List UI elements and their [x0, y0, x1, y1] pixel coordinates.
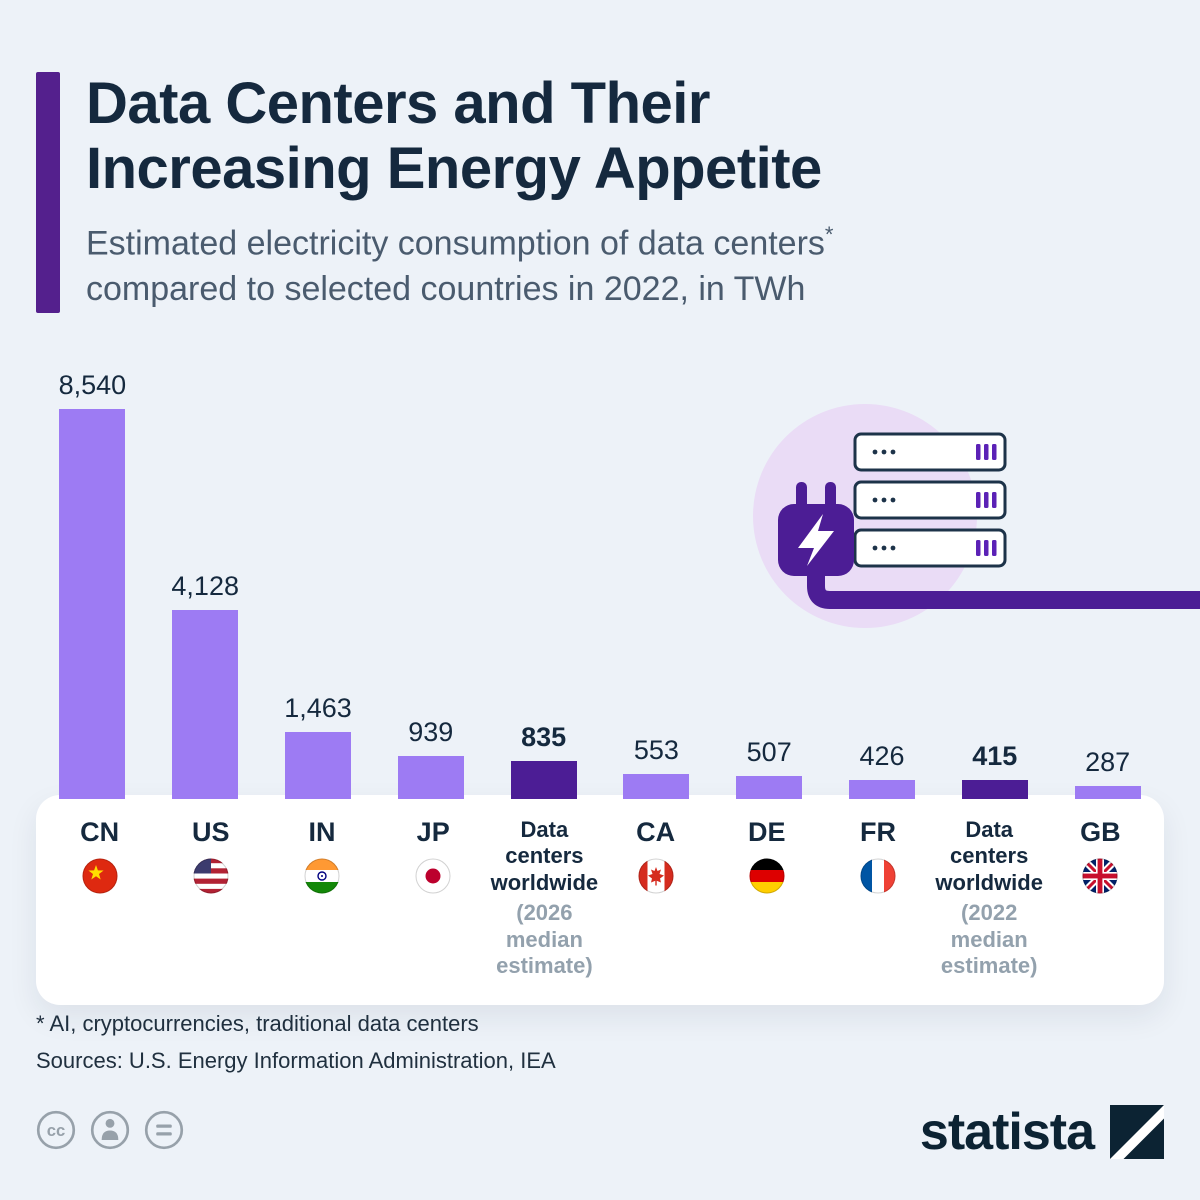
category-sublabel-text: (2026 median estimate): [496, 900, 593, 978]
bar-column: 287: [1051, 747, 1164, 799]
bar-column: 553: [600, 735, 713, 799]
category-label-text: Data centers worldwide: [490, 817, 599, 895]
title-line-1: Data Centers and Their: [86, 71, 710, 136]
data-center-illustration: [753, 404, 1200, 628]
title-line-2: Increasing Energy Appetite: [86, 135, 822, 201]
bars-row: 8,540 4,128 1,463 939 835 553 507 426 415 287: [36, 370, 1164, 799]
page-subtitle: Estimated electricity consumption of dat…: [86, 220, 833, 313]
category-label: DE: [711, 817, 822, 979]
subtitle-line-2: compared to selected countries in 2022, …: [86, 270, 806, 309]
statista-wordmark: statista: [919, 1103, 1095, 1161]
country-code-label: DE: [748, 817, 786, 847]
bar: [59, 409, 126, 799]
cc-license-icons: cc: [36, 1110, 184, 1150]
country-code-label: JP: [416, 817, 450, 847]
bar-column: 415: [938, 741, 1051, 799]
bar-column: 835: [487, 722, 600, 799]
country-code-label: IN: [308, 817, 336, 847]
bar-value-label: 835: [521, 722, 567, 752]
bar: [1074, 786, 1141, 799]
bar-value-label: 8,540: [58, 370, 127, 400]
bar: [961, 780, 1028, 799]
ca-flag-icon: [638, 858, 674, 894]
fr-flag-icon: [860, 858, 896, 894]
no-derivatives-equals-icon: [144, 1110, 184, 1150]
category-label: Data centers worldwide (2026 median estim…: [489, 817, 600, 979]
statista-logo-mark: [1110, 1105, 1164, 1159]
bar-value-label: 426: [859, 741, 905, 771]
country-code-label: CA: [636, 817, 676, 847]
title-accent-bar: [36, 72, 60, 314]
attribution-person-icon: [90, 1110, 130, 1150]
bar-column: 507: [713, 737, 826, 799]
lightning-bolt-icon: [798, 514, 834, 566]
bar: [510, 761, 577, 799]
footnotes: * AI, cryptocurrencies, traditional data…: [36, 1005, 556, 1080]
footnote-sources: Sources: U.S. Energy Information Adminis…: [36, 1048, 556, 1074]
bar: [623, 774, 690, 799]
bar: [172, 610, 239, 799]
footnote-asterisk: * AI, cryptocurrencies, traditional data…: [36, 1011, 479, 1036]
bar-value-label: 939: [408, 717, 454, 747]
category-label: CN: [44, 817, 155, 979]
bar-chart: 8,540 4,128 1,463 939 835 553 507 426 415 287 CN U…: [36, 370, 1164, 1006]
category-label: GB: [1045, 817, 1156, 979]
power-plug-icon: [778, 482, 854, 576]
statista-logo: statista: [920, 1102, 1164, 1162]
header: Data Centers and Their Increasing Energy…: [36, 71, 833, 314]
country-code-label: US: [192, 817, 230, 847]
bar-column: 1,463: [262, 693, 375, 799]
category-label: CA: [600, 817, 711, 979]
page-title: Data Centers and Their Increasing Energy…: [86, 71, 833, 202]
us-flag-icon: [193, 858, 229, 894]
jp-flag-icon: [415, 858, 451, 894]
category-sublabel-text: (2022 median estimate): [940, 900, 1038, 978]
bar-column: 939: [374, 717, 487, 799]
bar: [284, 732, 351, 799]
labels-strip: CN US IN JP Data centers worldwide (2026 medi…: [36, 795, 1164, 1006]
bar-value-label: 1,463: [284, 693, 352, 723]
cc-icon: cc: [36, 1110, 76, 1150]
bar-value-label: 4,128: [171, 571, 239, 601]
bar-value-label: 507: [746, 737, 792, 767]
category-label: US: [155, 817, 266, 979]
de-flag-icon: [749, 858, 785, 894]
bar-value-label: 287: [1085, 747, 1131, 777]
country-code-label: FR: [859, 817, 896, 847]
bar-column: 8,540: [36, 370, 149, 799]
category-label: Data centers worldwide (2022 median estim…: [934, 817, 1045, 979]
subtitle-line-1: Estimated electricity consumption of dat…: [86, 224, 825, 263]
power-cord-line: [807, 548, 1200, 609]
category-label: JP: [378, 817, 489, 979]
bar-value-label: 553: [633, 735, 679, 765]
category-label-text: Data centers worldwide: [935, 817, 1043, 895]
bar-value-label: 415: [972, 741, 1018, 771]
bar: [848, 780, 915, 799]
bar-column: 426: [826, 741, 939, 799]
category-label: FR: [822, 817, 933, 979]
bar-column: 4,128: [149, 571, 262, 799]
gb-flag-icon: [1082, 858, 1118, 894]
bar: [736, 776, 803, 799]
country-code-label: CN: [80, 817, 120, 847]
subtitle-asterisk: *: [824, 221, 834, 247]
country-code-label: GB: [1080, 817, 1121, 847]
category-label: IN: [266, 817, 377, 979]
svg-text:cc: cc: [47, 1121, 66, 1140]
bar: [397, 756, 464, 799]
server-stack-icon: [853, 432, 1007, 568]
in-flag-icon: [304, 858, 340, 894]
cn-flag-icon: [82, 858, 118, 894]
